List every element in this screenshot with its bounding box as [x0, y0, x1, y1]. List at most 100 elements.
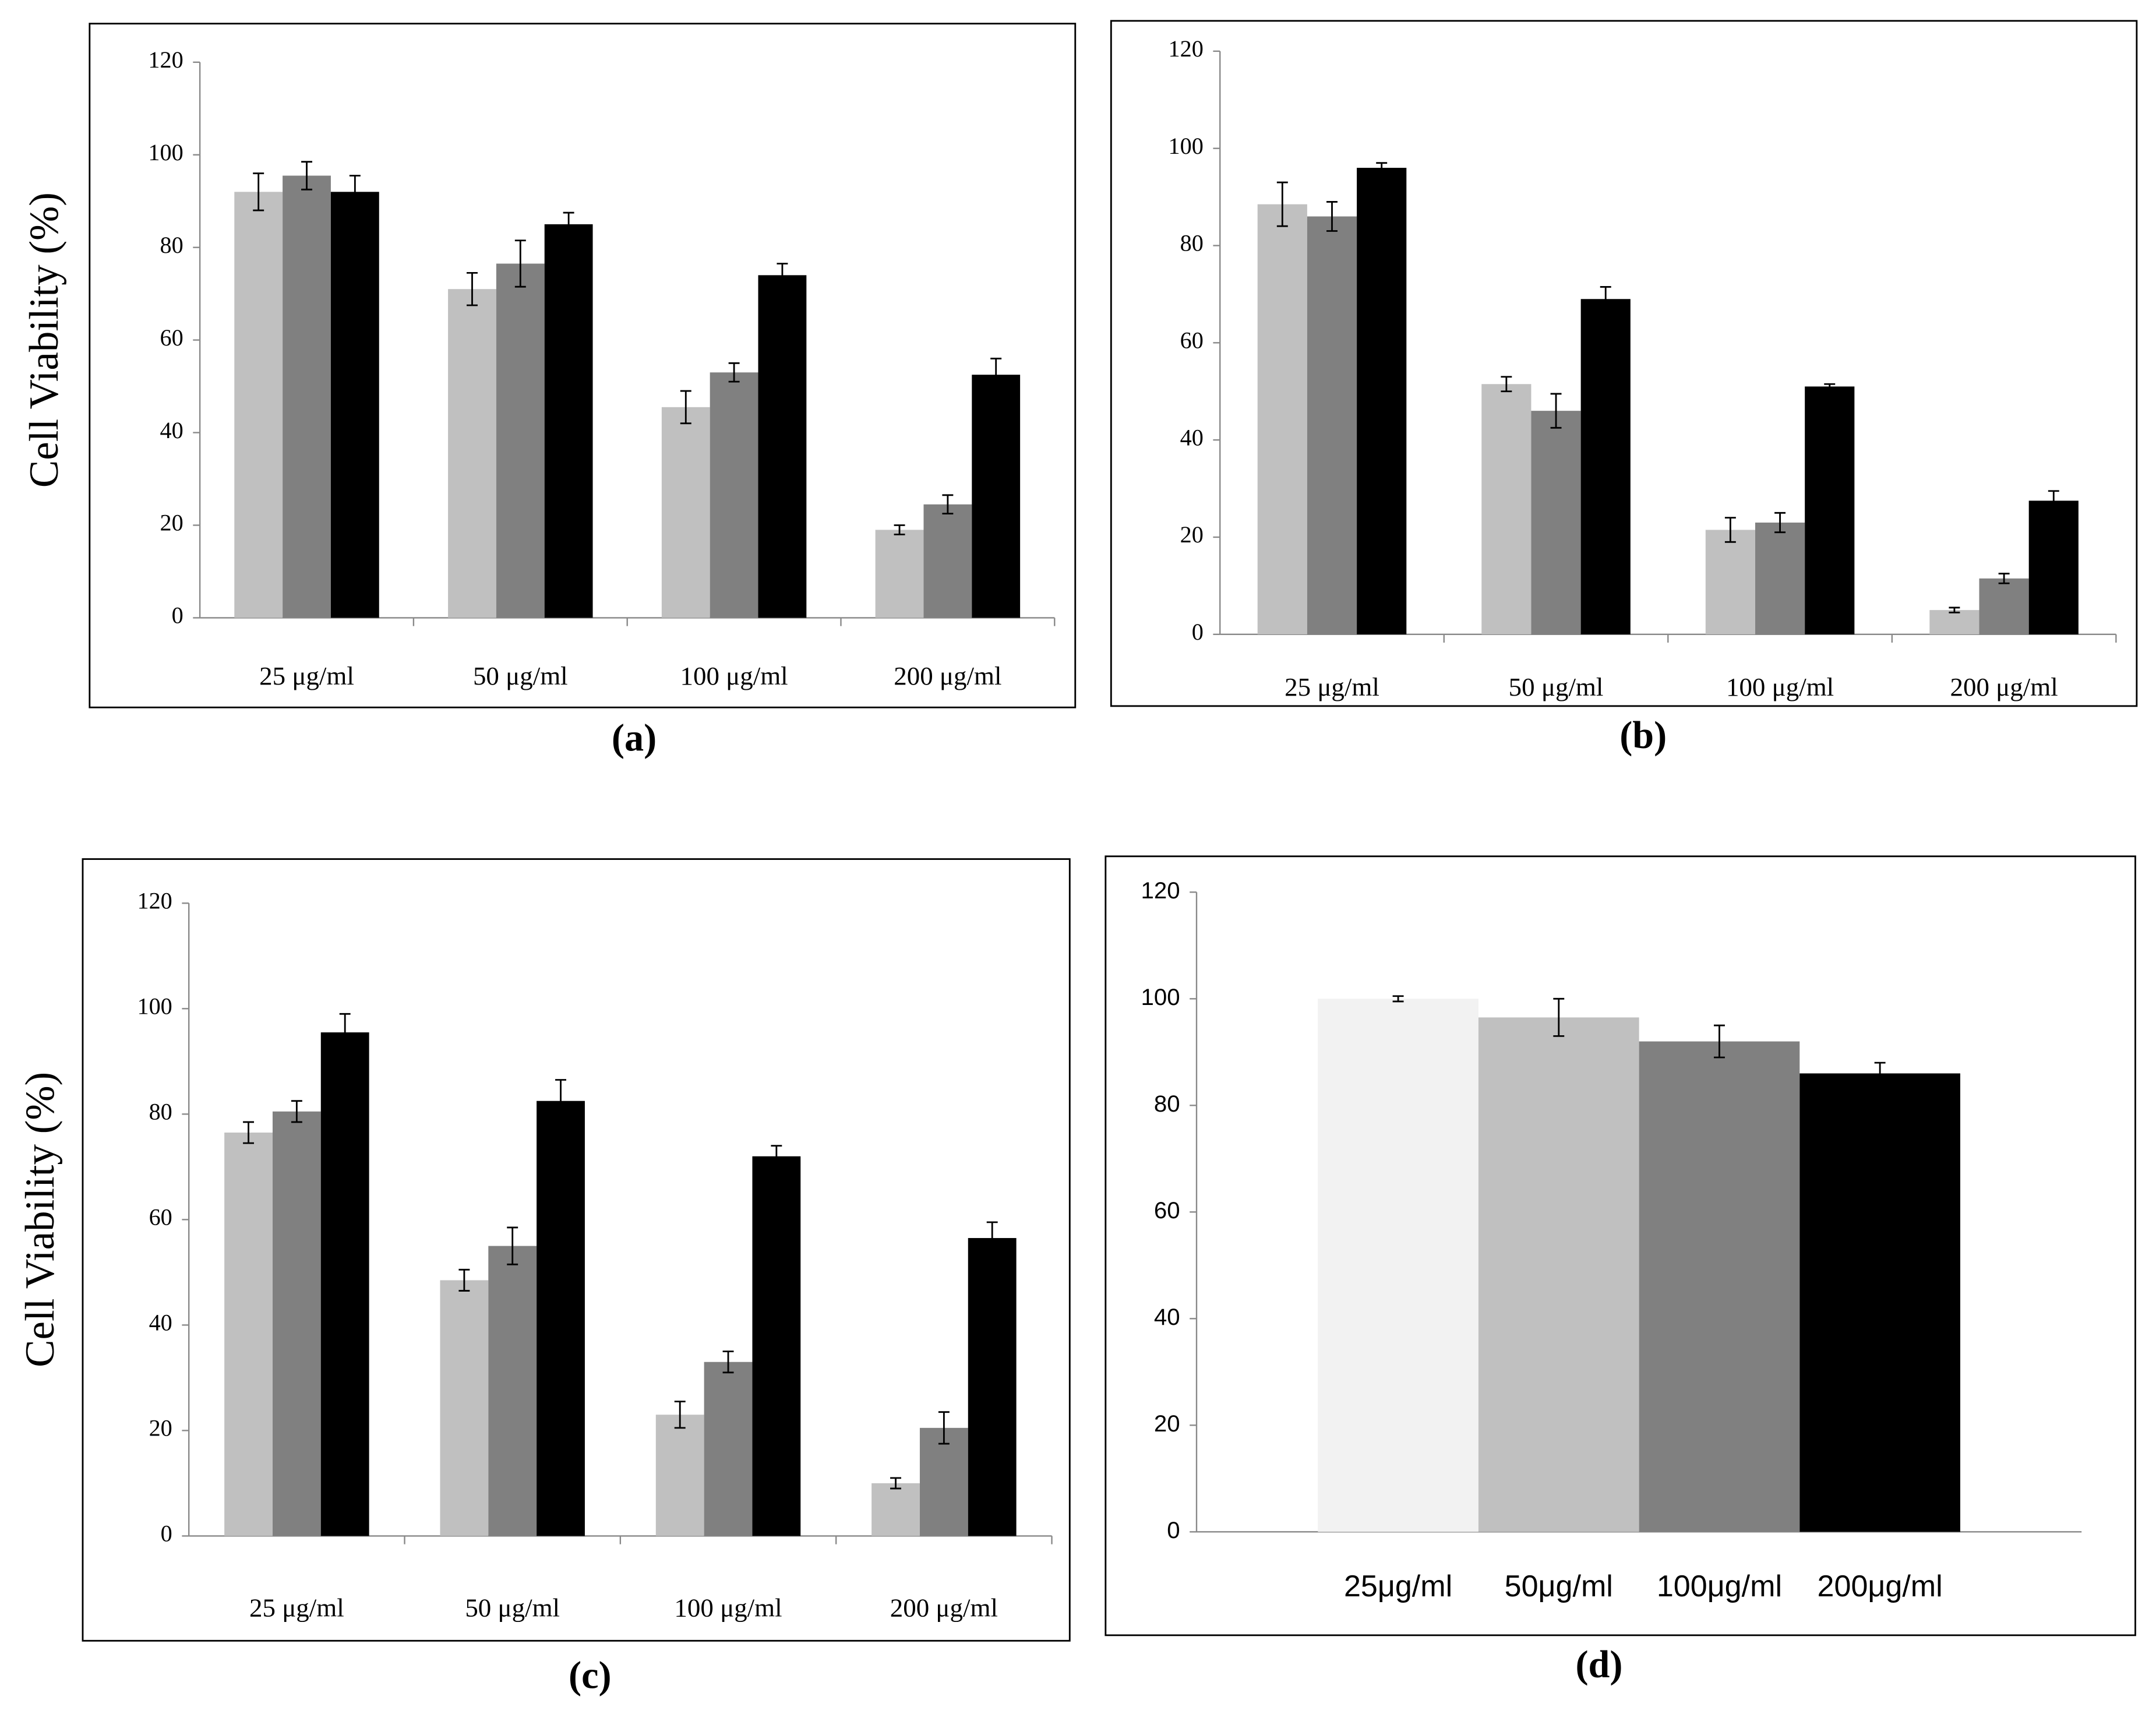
- chart-panel: 0 20 40 60 80 100 120 25 μg/ml 50 μg/ml 100 μg/ml…: [22, 23, 1077, 760]
- y-tick-label: 0: [161, 1521, 172, 1547]
- error-bar: [938, 1411, 950, 1445]
- y-axis-label: Cell Viability (%): [22, 192, 67, 488]
- error-bar: [1713, 1024, 1725, 1059]
- panel-frame: [1110, 20, 2138, 707]
- error-bar: [722, 1350, 734, 1374]
- error-bar: [514, 239, 526, 288]
- panel-label: (d): [1576, 1644, 1623, 1686]
- error-bar: [990, 357, 1002, 392]
- bar: [1478, 1017, 1639, 1532]
- error-bar: [555, 1079, 566, 1123]
- y-tick-label: 80: [160, 232, 184, 258]
- error-bar: [890, 1477, 902, 1490]
- error-bar: [942, 494, 954, 515]
- chart-panel: 0 20 40 60 80 100 120 25 μg/ml 50 μg/ml 100 μg/ml…: [17, 858, 1071, 1697]
- bar: [1799, 1073, 1960, 1532]
- y-tick-label: 60: [1154, 1197, 1180, 1223]
- bar: [283, 175, 331, 618]
- error-bar: [243, 1121, 255, 1144]
- y-tick-label: 120: [148, 47, 183, 73]
- panel-label: (a): [612, 717, 657, 760]
- error-bar: [1600, 285, 1611, 312]
- bar: [272, 1111, 321, 1536]
- x-tick-label: 25 μg/ml: [259, 661, 354, 690]
- error-bar: [777, 263, 788, 288]
- bar: [1257, 204, 1307, 634]
- y-tick-label: 0: [1192, 619, 1204, 645]
- bar: [1979, 578, 2029, 634]
- y-axis-label: Cell Viability (%): [17, 1072, 63, 1367]
- y-tick-label: 100: [137, 993, 172, 1020]
- panel-frame: [89, 23, 1077, 708]
- bar: [710, 372, 758, 618]
- y-tick-label: 80: [1154, 1091, 1180, 1117]
- bar: [1805, 386, 1855, 634]
- panel-frame: [82, 858, 1071, 1642]
- x-tick-label: 200 μg/ml: [894, 661, 1001, 690]
- panel-frame: [1105, 855, 2136, 1637]
- error-bar: [507, 1226, 518, 1265]
- error-bar: [349, 175, 361, 209]
- bar: [496, 263, 545, 618]
- bar: [1755, 522, 1805, 634]
- error-bar: [1501, 376, 1512, 393]
- y-tick-label: 20: [149, 1415, 172, 1441]
- x-tick-label: 100 μg/ml: [680, 661, 788, 690]
- bar: [1481, 384, 1532, 634]
- error-bar: [1874, 1061, 1886, 1085]
- error-bar: [467, 271, 478, 306]
- bar: [923, 504, 972, 618]
- error-bar: [894, 524, 905, 535]
- error-bar: [986, 1221, 998, 1255]
- y-tick-label: 40: [1154, 1304, 1180, 1330]
- error-bar: [680, 390, 691, 425]
- x-tick-label: 100μg/ml: [1657, 1570, 1782, 1603]
- bar: [1531, 411, 1581, 634]
- x-tick-label: 100 μg/ml: [1726, 672, 1834, 701]
- bar: [972, 375, 1021, 618]
- x-tick-label: 50μg/ml: [1505, 1570, 1613, 1603]
- y-tick-label: 120: [1141, 877, 1180, 904]
- panel-label: (b): [1619, 714, 1667, 757]
- y-tick-label: 40: [1180, 424, 1204, 450]
- error-bar: [728, 362, 740, 383]
- bar: [968, 1238, 1017, 1536]
- error-bar: [2048, 490, 2059, 512]
- y-tick-label: 100: [148, 139, 183, 165]
- bar: [1639, 1041, 1800, 1532]
- bar: [875, 530, 924, 618]
- y-tick-label: 0: [172, 602, 184, 629]
- bar: [919, 1427, 968, 1536]
- bar: [1357, 168, 1407, 634]
- error-bar: [1824, 383, 1836, 390]
- bar: [758, 275, 807, 618]
- bar: [224, 1133, 273, 1536]
- y-tick-label: 40: [160, 417, 184, 443]
- error-bar: [339, 1013, 351, 1052]
- x-tick-label: 25 μg/ml: [249, 1593, 344, 1623]
- error-bar: [1326, 201, 1338, 232]
- bar: [234, 192, 283, 618]
- x-tick-label: 200μg/ml: [1818, 1570, 1943, 1603]
- y-tick-label: 60: [1180, 327, 1204, 354]
- bar: [2028, 500, 2079, 634]
- error-bar: [771, 1145, 782, 1168]
- error-bar: [291, 1100, 302, 1123]
- y-tick-label: 60: [149, 1204, 172, 1230]
- bar: [871, 1483, 920, 1536]
- y-tick-label: 120: [137, 888, 172, 914]
- x-tick-label: 25μg/ml: [1344, 1570, 1452, 1603]
- chart-panel: 0 20 40 60 80 100 120 25μg/ml 50μg/ml 100μg/ml 200…: [1105, 855, 2136, 1686]
- bar: [320, 1032, 369, 1536]
- y-tick-label: 60: [160, 325, 184, 351]
- error-bar: [1276, 181, 1288, 227]
- bar: [330, 192, 379, 618]
- x-tick-label: 200 μg/ml: [890, 1593, 998, 1623]
- error-bar: [674, 1401, 686, 1429]
- bar: [440, 1280, 489, 1536]
- x-tick-label: 100 μg/ml: [674, 1593, 782, 1623]
- y-tick-label: 100: [1169, 133, 1204, 159]
- x-tick-label: 50 μg/ml: [465, 1593, 560, 1623]
